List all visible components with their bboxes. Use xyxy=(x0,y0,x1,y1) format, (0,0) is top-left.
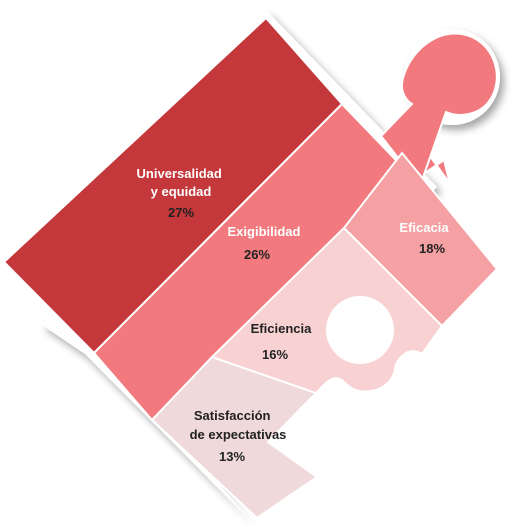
segment-satisfaccion xyxy=(150,355,319,520)
label-exigibilidad: Exigibilidad xyxy=(228,224,301,239)
segment-exigibilidad xyxy=(92,32,498,422)
value-satisfaccion: 13% xyxy=(219,449,245,464)
value-eficiencia: 16% xyxy=(262,347,288,362)
label-eficacia: Eficacia xyxy=(399,220,449,235)
value-eficacia: 18% xyxy=(419,241,445,256)
puzzle-hole xyxy=(326,296,394,364)
label-satisfaccion: Satisfacción de expectativas xyxy=(190,408,287,442)
label-universalidad: Universalidad y equidad xyxy=(137,166,226,199)
label-eficiencia: Eficiencia xyxy=(251,321,312,336)
value-universalidad: 27% xyxy=(168,205,194,220)
value-exigibilidad: 26% xyxy=(244,247,270,262)
